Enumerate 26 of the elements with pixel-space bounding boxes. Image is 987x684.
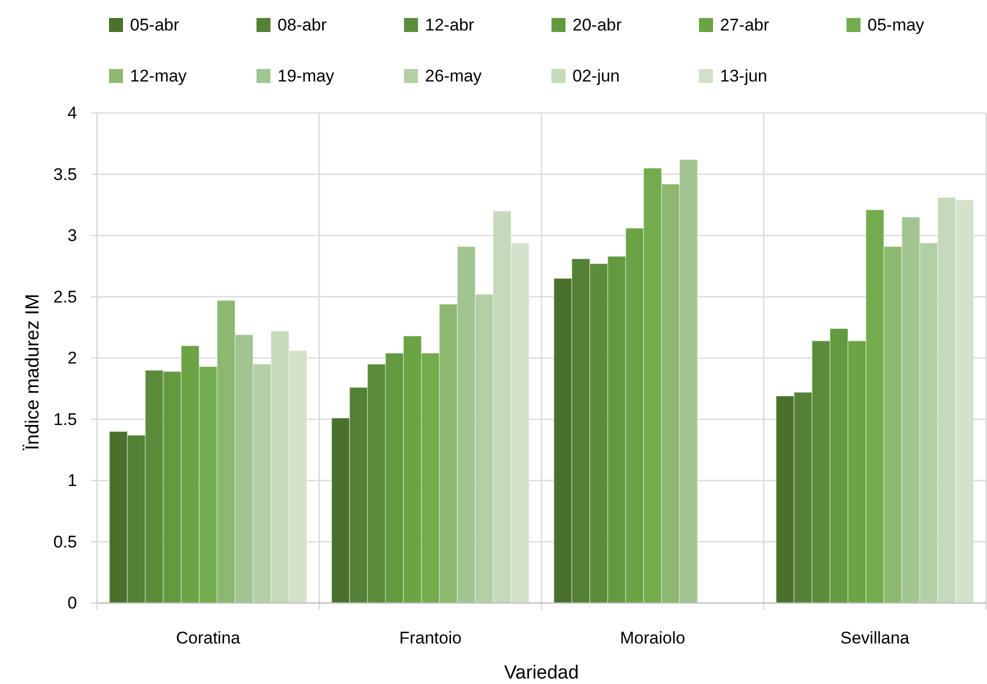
legend-label: 20-abr bbox=[572, 16, 622, 34]
y-tick-label: 3.5 bbox=[53, 164, 77, 184]
legend-label: 08-abr bbox=[278, 16, 327, 34]
x-tick-label: Coratina bbox=[176, 628, 241, 648]
x-axis-title: Variedad bbox=[504, 662, 579, 684]
y-axis-title: Ïndice madurez IM bbox=[22, 294, 44, 450]
legend-label: 05-abr bbox=[130, 16, 180, 34]
legend-label: 02-jun bbox=[572, 66, 620, 86]
legend-label: 19-may bbox=[278, 66, 335, 86]
legend-label: 26-may bbox=[425, 66, 482, 86]
y-tick-label: 4 bbox=[68, 104, 77, 122]
legend-label: 12-may bbox=[130, 66, 188, 86]
y-tick-label: 2.5 bbox=[53, 287, 77, 306]
legend-label: 12-abr bbox=[425, 16, 474, 34]
y-tick-label: 1.5 bbox=[53, 410, 77, 429]
legend-label: 27-abr bbox=[720, 16, 770, 34]
legend-label: 13-jun bbox=[720, 66, 768, 86]
legend-label: 05-may bbox=[868, 16, 925, 34]
y-tick-label: 0 bbox=[68, 594, 77, 612]
y-tick-label: 0.5 bbox=[53, 532, 77, 552]
y-tick-label: 1 bbox=[68, 471, 77, 490]
x-tick-label: Sevillana bbox=[840, 628, 910, 648]
x-tick-label: Frantoio bbox=[399, 628, 462, 648]
y-tick-label: 2 bbox=[68, 348, 77, 368]
y-tick-label: 3 bbox=[68, 226, 77, 245]
x-tick-label: Moraiolo bbox=[620, 628, 686, 648]
